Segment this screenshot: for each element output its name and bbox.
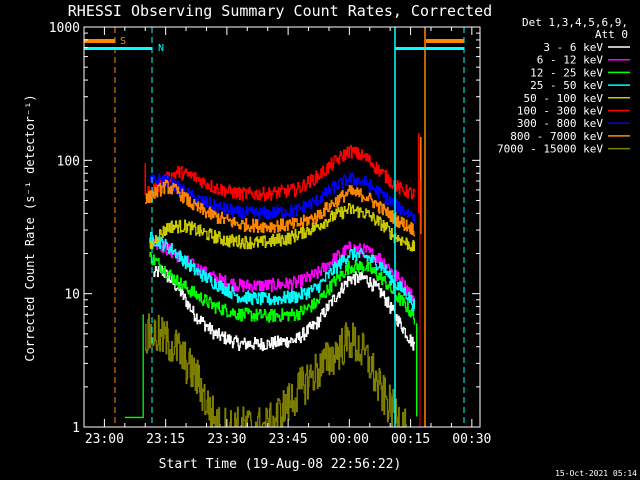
y-tick-label: 1000 bbox=[49, 21, 80, 36]
legend-header: Att 0 bbox=[595, 28, 628, 41]
legend-entry-label: 300 - 800 keV bbox=[517, 117, 603, 130]
saa-bar-end bbox=[426, 39, 464, 43]
axis-ticks: 23:00 23:15 23:30 23:45 00:00 00:15 00:30 1 10 10… bbox=[49, 21, 492, 447]
legend-entry-label: 50 - 100 keV bbox=[524, 92, 604, 105]
series-line bbox=[153, 265, 416, 352]
marker-label-n: N bbox=[158, 43, 164, 54]
x-axis-label: Start Time (19-Aug-08 22:56:22) bbox=[159, 457, 402, 472]
series-line bbox=[145, 179, 416, 237]
x-tick-label: 23:00 bbox=[85, 432, 124, 447]
legend-entry-label: 12 - 25 keV bbox=[530, 66, 603, 79]
y-axis-label: Corrected Count Rate (s⁻¹ detector⁻¹) bbox=[23, 94, 37, 361]
legend-entry-label: 3 - 6 keV bbox=[543, 41, 603, 54]
legend-entry-label: 6 - 12 keV bbox=[537, 54, 604, 67]
night-bar-end bbox=[395, 47, 464, 50]
legend-entry-label: 100 - 300 keV bbox=[517, 105, 603, 118]
y-tick-label: 100 bbox=[57, 154, 80, 169]
x-tick-label: 00:15 bbox=[391, 432, 430, 447]
saa-bar-start bbox=[84, 39, 115, 43]
series-line bbox=[145, 144, 416, 202]
series-line bbox=[149, 236, 416, 306]
timestamp: 15-Oct-2021 05:14 bbox=[555, 469, 637, 478]
x-tick-label: 23:45 bbox=[269, 432, 308, 447]
legend-entry-label: 800 - 7000 keV bbox=[510, 130, 603, 143]
series-line-lead bbox=[124, 314, 144, 419]
x-tick-label: 00:30 bbox=[452, 432, 491, 447]
series-line bbox=[149, 231, 416, 312]
series-line bbox=[149, 251, 416, 325]
night-bar-start bbox=[84, 47, 152, 50]
plot-frame bbox=[83, 26, 481, 428]
chart-title: RHESSI Observing Summary Count Rates, Co… bbox=[68, 2, 492, 20]
legend-entry-label: 7000 - 15000 keV bbox=[497, 143, 603, 156]
y-tick-label: 10 bbox=[64, 288, 80, 303]
legend-entry-label: 25 - 50 keV bbox=[530, 79, 603, 92]
legend-header: Det 1,3,4,5,6,9, bbox=[522, 16, 628, 29]
marker-label-s: S bbox=[120, 36, 126, 47]
event-markers: SN bbox=[84, 27, 465, 427]
y-tick-label: 1 bbox=[72, 421, 80, 436]
series-line bbox=[149, 203, 416, 252]
series-line bbox=[149, 172, 416, 223]
x-tick-label: 00:00 bbox=[330, 432, 369, 447]
x-tick-label: 23:15 bbox=[146, 432, 185, 447]
x-tick-label: 23:30 bbox=[207, 432, 246, 447]
data-traces bbox=[124, 133, 422, 428]
series-line bbox=[145, 313, 407, 428]
